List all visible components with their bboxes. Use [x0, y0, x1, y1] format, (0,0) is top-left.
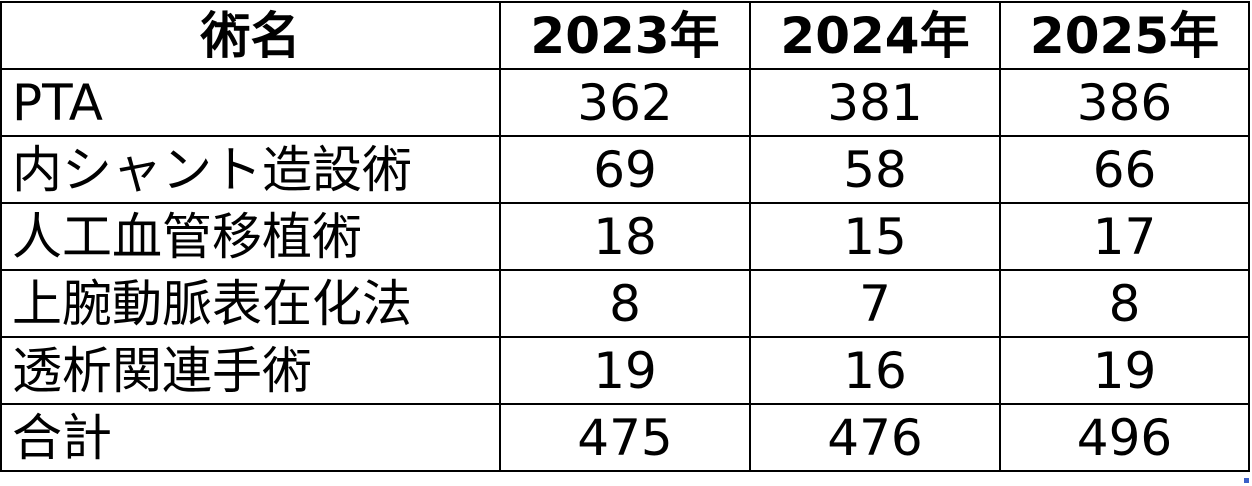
- count-cell: 19: [499, 336, 751, 405]
- count-cell: 381: [749, 68, 1001, 137]
- count-cell: 475: [499, 403, 751, 472]
- procedure-name: 透析関連手術: [0, 336, 501, 405]
- header-procedure: 術名: [0, 1, 501, 70]
- count-cell: 19: [999, 336, 1250, 405]
- count-cell: 476: [749, 403, 1001, 472]
- table-row: 内シャント造設術 69 58 66: [0, 135, 1250, 204]
- count-cell: 16: [749, 336, 1001, 405]
- table-row: PTA 362 381 386: [0, 68, 1250, 137]
- table-row: 上腕動脈表在化法 8 7 8: [0, 269, 1250, 338]
- header-row: 術名 2023年 2024年 2025年: [0, 1, 1250, 70]
- count-cell: 496: [999, 403, 1250, 472]
- selection-handle[interactable]: [1244, 478, 1249, 483]
- count-cell: 8: [999, 269, 1250, 338]
- header-2025: 2025年: [999, 1, 1250, 70]
- count-cell: 17: [999, 202, 1250, 271]
- procedure-name: 合計: [0, 403, 501, 472]
- procedure-name: PTA: [0, 68, 501, 137]
- count-cell: 18: [499, 202, 751, 271]
- count-cell: 362: [499, 68, 751, 137]
- count-cell: 66: [999, 135, 1250, 204]
- header-2023: 2023年: [499, 1, 751, 70]
- table-row: 透析関連手術 19 16 19: [0, 336, 1250, 405]
- procedure-name: 上腕動脈表在化法: [0, 269, 501, 338]
- procedure-name: 人工血管移植術: [0, 202, 501, 271]
- count-cell: 69: [499, 135, 751, 204]
- surgery-count-table: 術名 2023年 2024年 2025年 PTA 362 381 386 内シャント造設…: [0, 1, 1250, 472]
- header-2024: 2024年: [749, 1, 1001, 70]
- table-row: 人工血管移植術 18 15 17: [0, 202, 1250, 271]
- procedure-name: 内シャント造設術: [0, 135, 501, 204]
- count-cell: 386: [999, 68, 1250, 137]
- count-cell: 58: [749, 135, 1001, 204]
- count-cell: 7: [749, 269, 1001, 338]
- count-cell: 15: [749, 202, 1001, 271]
- table-row: 合計 475 476 496: [0, 403, 1250, 472]
- count-cell: 8: [499, 269, 751, 338]
